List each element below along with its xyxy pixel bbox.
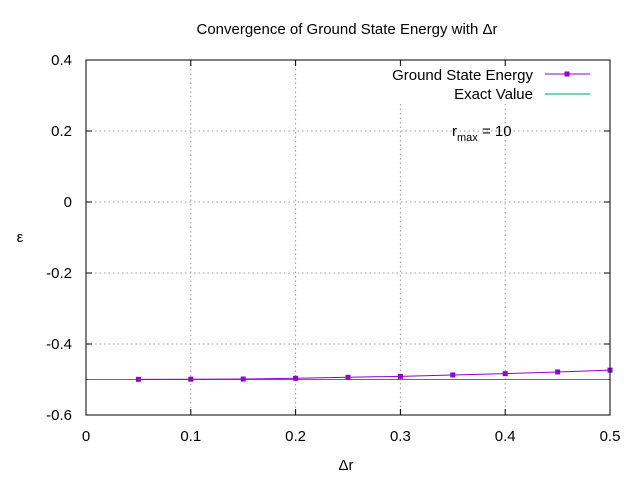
data-point-ground-state-energy — [135, 376, 141, 382]
y-axis-label: ε — [17, 229, 24, 246]
data-point-ground-state-energy — [450, 372, 456, 378]
x-tick-label: 0.3 — [390, 428, 411, 445]
y-tick-label: 0.4 — [51, 52, 72, 69]
legend-label-exact-value: Exact Value — [454, 86, 533, 103]
data-point-ground-state-energy — [397, 373, 403, 379]
x-tick-label: 0.4 — [495, 428, 516, 445]
grid — [86, 60, 610, 415]
series-layer — [86, 367, 613, 382]
rmax-annotation: rmax = 10 — [452, 123, 512, 144]
data-point-ground-state-energy — [555, 369, 561, 375]
legend-label-ground-state-energy: Ground State Energy — [392, 67, 533, 84]
x-tick-label: 0.5 — [600, 428, 621, 445]
data-point-ground-state-energy — [188, 376, 194, 382]
y-tick-label: -0.6 — [46, 407, 72, 424]
x-axis-label: Δr — [338, 457, 353, 474]
plot-frame — [85, 59, 611, 416]
rmax-annotation-value: = 10 — [478, 123, 512, 140]
axis-ticks: 0 0.1 0.2 0.3 0.4 0.5 -0.6 -0.4 -0.2 0 0.2 0.4 — [46, 52, 620, 445]
data-point-ground-state-energy — [502, 371, 508, 377]
rmax-annotation-base: r — [452, 123, 457, 140]
legend: Ground State Energy Exact Value — [392, 67, 590, 103]
x-tick-label: 0.2 — [285, 428, 306, 445]
data-point-ground-state-energy — [293, 375, 299, 381]
x-tick-label: 0.1 — [180, 428, 201, 445]
y-tick-label: -0.2 — [46, 265, 72, 282]
y-tick-label: -0.4 — [46, 336, 72, 353]
chart-title: Convergence of Ground State Energy with … — [196, 21, 497, 38]
legend-marker-ground-state-energy — [564, 71, 570, 77]
data-point-ground-state-energy — [240, 376, 246, 382]
y-tick-label: 0.2 — [51, 123, 72, 140]
rmax-annotation-subscript: max — [457, 132, 478, 144]
data-point-ground-state-energy — [345, 374, 351, 380]
y-tick-label: 0 — [64, 194, 72, 211]
x-tick-label: 0 — [82, 428, 90, 445]
series-line-ground-state-energy — [138, 369, 611, 380]
